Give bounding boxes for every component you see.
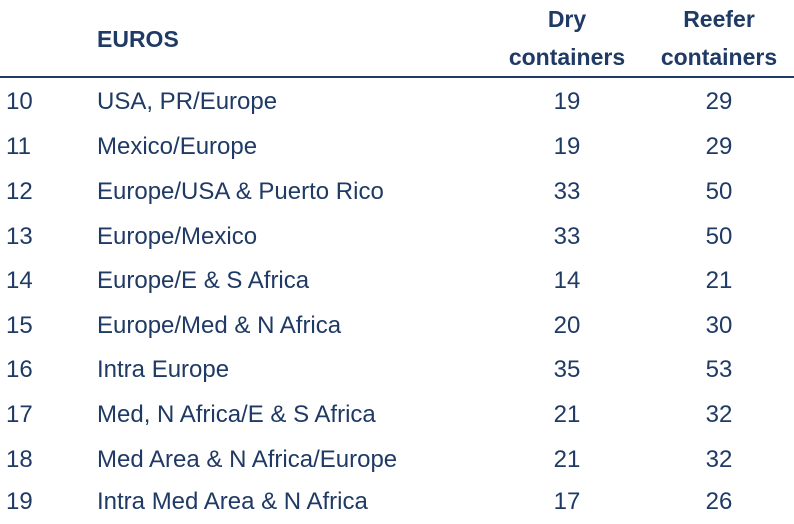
dry-rate: 17 bbox=[553, 488, 581, 515]
route-name: Intra Europe bbox=[97, 356, 230, 383]
dry-rate: 20 bbox=[553, 312, 581, 339]
route-name: Med, N Africa/E & S Africa bbox=[97, 401, 376, 428]
reefer-rate: 30 bbox=[705, 312, 733, 339]
reefer-header-line2: containers bbox=[660, 44, 778, 70]
route-name: Europe/Med & N Africa bbox=[97, 312, 342, 339]
reefer-rate: 32 bbox=[705, 446, 733, 473]
table-row: 14 Europe/E & S Africa 14 21 bbox=[0, 259, 794, 303]
row-number: 12 bbox=[6, 178, 33, 205]
reefer-containers-header: Reefer containers bbox=[648, 0, 790, 76]
reefer-rate: 32 bbox=[705, 401, 733, 428]
route-name: Mexico/Europe bbox=[97, 133, 258, 160]
route-name: Med Area & N Africa/Europe bbox=[97, 446, 398, 473]
reefer-rate: 29 bbox=[705, 88, 733, 115]
reefer-header-line1: Reefer bbox=[683, 6, 755, 32]
dry-containers-header: Dry containers bbox=[497, 0, 637, 76]
row-number: 11 bbox=[6, 133, 31, 160]
currency-header: EUROS bbox=[97, 26, 179, 52]
row-number: 15 bbox=[6, 312, 33, 339]
row-number: 13 bbox=[6, 223, 33, 250]
row-number: 17 bbox=[6, 401, 33, 428]
row-number: 14 bbox=[6, 267, 33, 294]
dry-header-line2: containers bbox=[508, 44, 626, 70]
row-number: 10 bbox=[6, 88, 33, 115]
route-name: Europe/USA & Puerto Rico bbox=[97, 178, 384, 205]
route-name: Europe/E & S Africa bbox=[97, 267, 310, 294]
table-row: 16 Intra Europe 35 53 bbox=[0, 348, 794, 392]
table-header: EUROS Dry containers Reefer containers bbox=[0, 0, 794, 78]
reefer-rate: 29 bbox=[705, 133, 733, 160]
table-row: 15 Europe/Med & N Africa 20 30 bbox=[0, 304, 794, 348]
row-number: 18 bbox=[6, 446, 33, 473]
reefer-rate: 26 bbox=[705, 488, 733, 515]
table-row: 13 Europe/Mexico 33 50 bbox=[0, 215, 794, 259]
dry-rate: 21 bbox=[553, 446, 581, 473]
reefer-rate: 50 bbox=[705, 223, 733, 250]
table-row: 10 USA, PR/Europe 19 29 bbox=[0, 80, 794, 124]
dry-rate: 33 bbox=[553, 223, 581, 250]
dry-header-line1: Dry bbox=[547, 6, 587, 32]
route-name: Europe/Mexico bbox=[97, 223, 258, 250]
dry-rate: 21 bbox=[553, 401, 581, 428]
dry-rate: 19 bbox=[553, 88, 581, 115]
table-row: 18 Med Area & N Africa/Europe 21 32 bbox=[0, 438, 794, 482]
dry-rate: 33 bbox=[553, 178, 581, 205]
route-name: USA, PR/Europe bbox=[97, 88, 278, 115]
reefer-rate: 21 bbox=[705, 267, 733, 294]
table-row: 17 Med, N Africa/E & S Africa 21 32 bbox=[0, 393, 794, 437]
table-row: 12 Europe/USA & Puerto Rico 33 50 bbox=[0, 170, 794, 214]
dry-rate: 35 bbox=[553, 356, 581, 383]
table-row: 19 Intra Med Area & N Africa 17 26 bbox=[0, 480, 794, 524]
dry-rate: 14 bbox=[553, 267, 581, 294]
dry-rate: 19 bbox=[553, 133, 581, 160]
table-row: 11 Mexico/Europe 19 29 bbox=[0, 125, 794, 169]
route-name: Intra Med Area & N Africa bbox=[97, 488, 368, 515]
row-number: 16 bbox=[6, 356, 33, 383]
row-number: 19 bbox=[6, 488, 33, 515]
reefer-rate: 50 bbox=[705, 178, 733, 205]
reefer-rate: 53 bbox=[705, 356, 733, 383]
